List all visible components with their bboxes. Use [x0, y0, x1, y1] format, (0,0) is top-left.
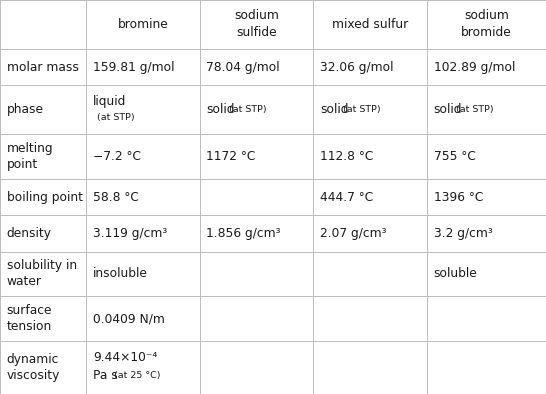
- Text: 3.119 g/cm³: 3.119 g/cm³: [93, 227, 167, 240]
- Text: 112.8 °C: 112.8 °C: [320, 150, 373, 163]
- Text: liquid: liquid: [93, 95, 126, 108]
- Text: boiling point: boiling point: [7, 191, 82, 203]
- Text: 159.81 g/mol: 159.81 g/mol: [93, 61, 174, 74]
- Text: surface
tension: surface tension: [7, 304, 52, 333]
- Text: 1172 °C: 1172 °C: [206, 150, 256, 163]
- Text: 1.856 g/cm³: 1.856 g/cm³: [206, 227, 281, 240]
- Text: 444.7 °C: 444.7 °C: [320, 191, 373, 203]
- Text: sodium
bromide: sodium bromide: [461, 9, 512, 39]
- Text: melting
point: melting point: [7, 142, 53, 171]
- Text: −7.2 °C: −7.2 °C: [93, 150, 141, 163]
- Text: 755 °C: 755 °C: [434, 150, 476, 163]
- Text: phase: phase: [7, 103, 44, 116]
- Text: 2.07 g/cm³: 2.07 g/cm³: [320, 227, 387, 240]
- Text: (at STP): (at STP): [97, 113, 135, 122]
- Text: 78.04 g/mol: 78.04 g/mol: [206, 61, 280, 74]
- Text: molar mass: molar mass: [7, 61, 79, 74]
- Text: density: density: [7, 227, 51, 240]
- Text: insoluble: insoluble: [93, 268, 148, 281]
- Text: 102.89 g/mol: 102.89 g/mol: [434, 61, 515, 74]
- Text: bromine: bromine: [118, 18, 168, 31]
- Text: (at STP): (at STP): [229, 105, 267, 114]
- Text: 32.06 g/mol: 32.06 g/mol: [320, 61, 394, 74]
- Text: solubility in
water: solubility in water: [7, 260, 76, 288]
- Text: Pa s: Pa s: [93, 369, 117, 382]
- Text: (at STP): (at STP): [343, 105, 381, 114]
- Text: 9.44×10⁻⁴: 9.44×10⁻⁴: [93, 351, 157, 364]
- Text: mixed sulfur: mixed sulfur: [332, 18, 408, 31]
- Text: dynamic
viscosity: dynamic viscosity: [7, 353, 60, 382]
- Text: solid: solid: [206, 103, 235, 116]
- Text: 3.2 g/cm³: 3.2 g/cm³: [434, 227, 492, 240]
- Text: 0.0409 N/m: 0.0409 N/m: [93, 312, 165, 325]
- Text: (at 25 °C): (at 25 °C): [114, 371, 160, 380]
- Text: solid: solid: [320, 103, 348, 116]
- Text: 58.8 °C: 58.8 °C: [93, 191, 139, 203]
- Text: (at STP): (at STP): [456, 105, 494, 114]
- Text: solid: solid: [434, 103, 462, 116]
- Text: soluble: soluble: [434, 268, 477, 281]
- Text: sodium
sulfide: sodium sulfide: [234, 9, 279, 39]
- Text: 1396 °C: 1396 °C: [434, 191, 483, 203]
